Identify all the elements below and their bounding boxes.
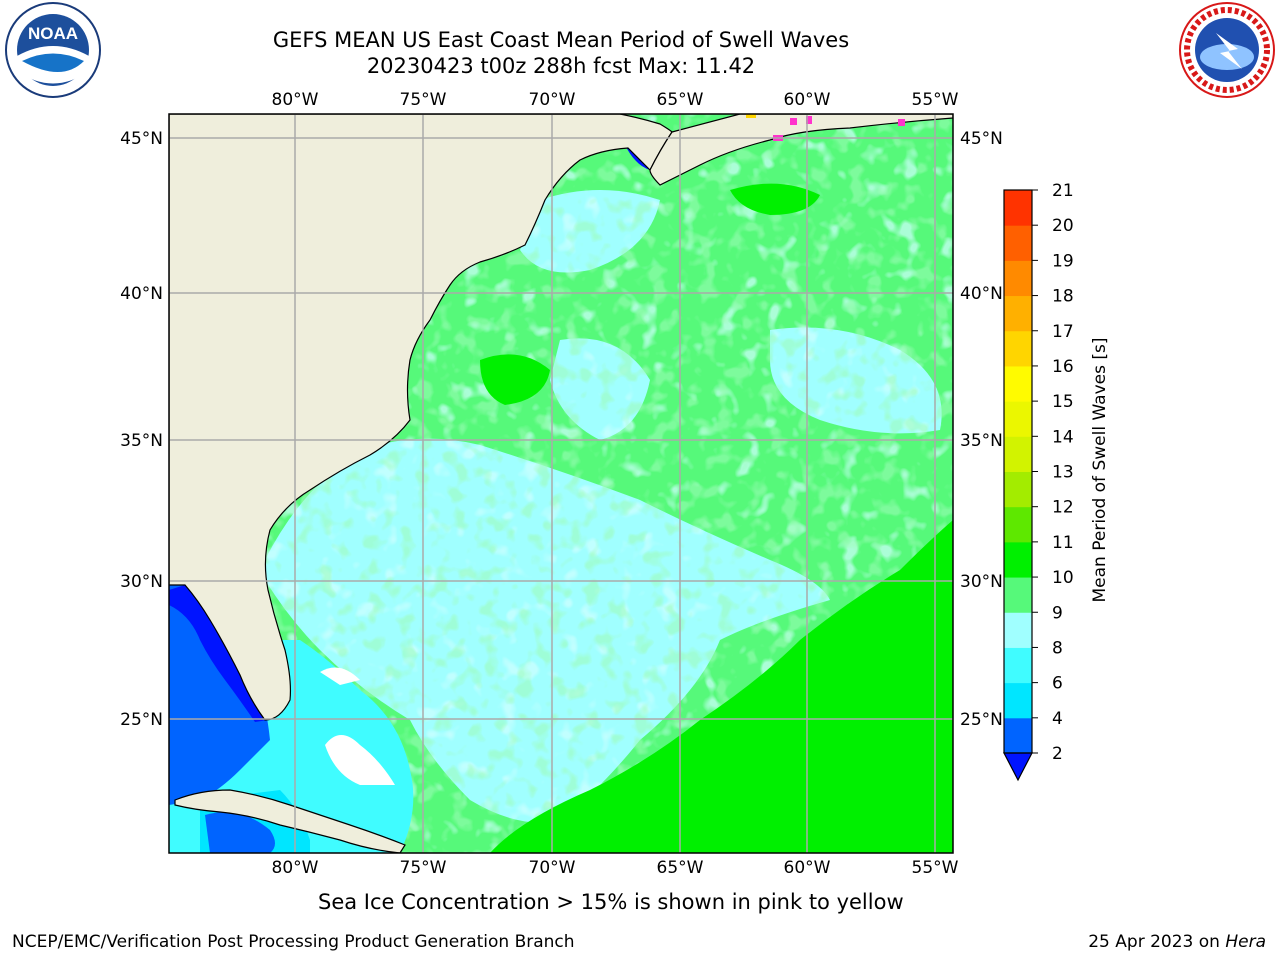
colorbar-tick-label: 8 <box>1052 638 1063 658</box>
lon-label: 65°W <box>657 858 704 878</box>
footer-date: 25 Apr 2023 on Hera <box>1088 932 1266 952</box>
colorbar-swatch <box>1004 647 1032 684</box>
colorbar-swatch <box>1004 577 1032 613</box>
sea-ice-note: Sea Ice Concentration > 15% is shown in … <box>318 890 904 914</box>
lon-label: 65°W <box>657 90 704 110</box>
sea-ice-patch <box>790 118 797 125</box>
colorbar-swatch <box>1004 330 1032 367</box>
nova-scotia-land <box>649 114 953 186</box>
noaa-logo-text: NOAA <box>28 24 78 43</box>
colorbar-tick-label: 10 <box>1052 568 1074 588</box>
colorbar-tick-label: 16 <box>1052 357 1074 377</box>
colorbar-swatch <box>1004 260 1032 297</box>
colorbar-tick-label: 21 <box>1052 181 1074 201</box>
lat-label: 30°N <box>960 572 1003 592</box>
lon-label: 70°W <box>529 90 576 110</box>
colorbar-extend-arrow <box>1003 752 1033 782</box>
colorbar-tick-label: 13 <box>1052 463 1074 483</box>
lat-label: 45°N <box>960 129 1003 149</box>
lat-label: 45°N <box>120 129 163 149</box>
colorbar: 2 4 6 8 9 10 11 12 13 14 15 16 17 18 19 20 21 <box>1003 181 1074 782</box>
chart-subtitle: 20230423 t00z 288h fcst Max: 11.42 <box>366 54 756 78</box>
nws-logo <box>1179 2 1275 98</box>
swell-field-2-4 <box>169 585 270 805</box>
swell-field-10-11-se <box>490 520 953 853</box>
swell-field-10-11-ne <box>730 183 820 215</box>
graticule <box>169 114 953 853</box>
colorbar-tick-label: 18 <box>1052 287 1074 307</box>
lon-labels-bottom: 80°W 75°W 70°W 65°W 60°W 55°W <box>272 858 959 878</box>
swell-field-4-6-cuba <box>205 812 275 853</box>
cuba-land <box>174 789 406 853</box>
colorbar-tick-label: 4 <box>1052 709 1063 729</box>
colorbar-swatch <box>1004 295 1032 332</box>
lon-label: 60°W <box>784 90 831 110</box>
colorbar-swatch <box>1004 506 1032 543</box>
colorbar-tick-label: 9 <box>1052 603 1063 623</box>
sea-ice-patch <box>746 114 756 118</box>
colorbar-swatch <box>1004 541 1032 578</box>
lat-label: 40°N <box>120 284 163 304</box>
lat-labels-left: 45°N 40°N 35°N 30°N 25°N <box>120 129 163 730</box>
lat-label: 35°N <box>960 431 1003 451</box>
footer-host: Hera <box>1225 932 1266 952</box>
lat-labels-right: 45°N 40°N 35°N 30°N 25°N <box>960 129 1003 730</box>
colorbar-swatch <box>1004 365 1032 402</box>
colorbar-swatch <box>1004 471 1032 508</box>
lon-label: 55°W <box>912 858 959 878</box>
sea-ice-patch <box>898 119 905 126</box>
footer-date-text: 25 Apr 2023 on <box>1088 932 1226 952</box>
colorbar-swatch <box>1004 436 1032 472</box>
lat-label: 30°N <box>120 572 163 592</box>
colorbar-swatch <box>1004 682 1032 719</box>
lon-label: 75°W <box>400 90 447 110</box>
lat-label: 25°N <box>120 710 163 730</box>
swell-field-below-2 <box>169 585 268 722</box>
lon-label: 70°W <box>529 858 576 878</box>
colorbar-swatch <box>1004 190 1032 226</box>
sea-ice-patch <box>806 116 812 124</box>
footer-credit: NCEP/EMC/Verification Post Processing Pr… <box>12 932 575 952</box>
lon-label: 80°W <box>272 858 319 878</box>
colorbar-label: Mean Period of Swell Waves [s] <box>1090 338 1110 603</box>
lat-label: 35°N <box>120 431 163 451</box>
colorbar-swatch <box>1004 717 1032 754</box>
bahamas-banks <box>325 735 395 785</box>
lon-label: 80°W <box>272 90 319 110</box>
lon-labels-top: 80°W 75°W 70°W 65°W 60°W 55°W <box>272 90 959 110</box>
map-frame <box>168 113 954 854</box>
lon-label: 60°W <box>784 858 831 878</box>
chart-title: GEFS MEAN US East Coast Mean Period of S… <box>272 28 850 52</box>
colorbar-tick-label: 19 <box>1052 251 1074 271</box>
lon-label: 55°W <box>912 90 959 110</box>
map-plot-area <box>169 114 953 853</box>
noaa-logo: NOAA <box>5 2 101 98</box>
colorbar-tick-label: 11 <box>1052 533 1074 553</box>
colorbar-tick-label: 17 <box>1052 322 1074 342</box>
colorbar-tick-label: 15 <box>1052 392 1074 412</box>
colorbar-tick-label: 20 <box>1052 216 1074 236</box>
lat-label: 25°N <box>960 710 1003 730</box>
colorbar-swatch <box>1004 612 1032 648</box>
lon-label: 75°W <box>400 858 447 878</box>
colorbar-swatch <box>1004 401 1032 437</box>
colorbar-tick-label: 6 <box>1052 674 1063 694</box>
colorbar-tick-label: 2 <box>1052 744 1063 764</box>
little-bahama-bank <box>320 667 360 685</box>
swell-field-10-11-mid <box>480 354 550 405</box>
lat-label: 40°N <box>960 284 1003 304</box>
colorbar-tick-label: 14 <box>1052 427 1074 447</box>
colorbar-swatch <box>1004 225 1032 261</box>
colorbar-tick-label: 12 <box>1052 498 1074 518</box>
